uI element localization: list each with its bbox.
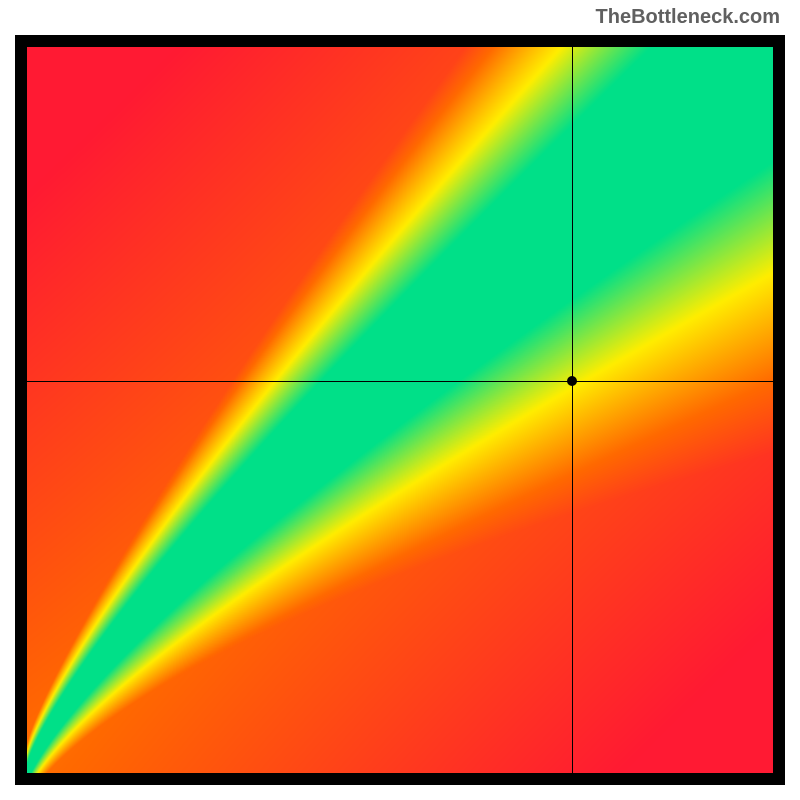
watermark-text: TheBottleneck.com: [596, 6, 780, 29]
crosshair-vertical: [572, 47, 573, 773]
crosshair-horizontal: [27, 381, 773, 382]
bottleneck-heatmap: [27, 47, 773, 773]
chart-frame: [15, 35, 785, 785]
marker-dot: [567, 376, 577, 386]
